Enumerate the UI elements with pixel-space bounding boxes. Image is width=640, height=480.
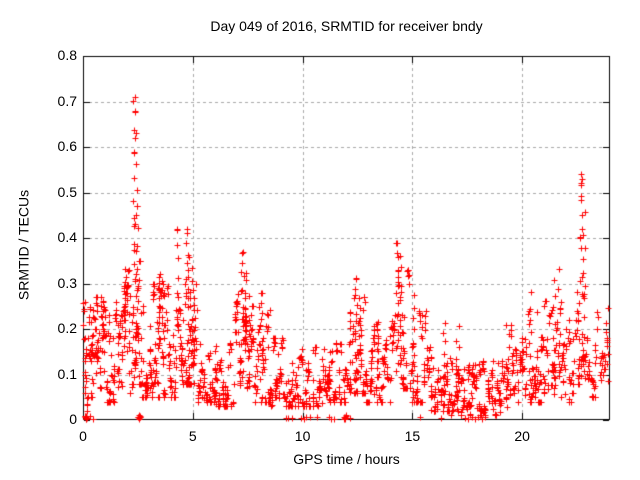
- y-tick-label: 0.2: [57, 320, 77, 336]
- y-tick-label: 0.7: [57, 92, 77, 109]
- x-axis-label: GPS time / hours: [293, 451, 400, 467]
- y-tick-label: 0.3: [57, 274, 77, 291]
- y-tick-label: 0.8: [57, 47, 77, 63]
- x-tick-label: 10: [294, 428, 311, 444]
- x-tick-label: 20: [514, 428, 530, 444]
- chart-title: Day 049 of 2016, SRMTID for receiver bnd…: [210, 18, 483, 34]
- y-tick-label: 0.5: [57, 183, 77, 200]
- x-tick-label: 0: [79, 428, 87, 444]
- y-tick-label: 0.4: [57, 229, 77, 245]
- x-tick-label: 5: [188, 428, 197, 444]
- x-tick-label: 15: [404, 428, 421, 444]
- y-tick-label: 0.1: [57, 365, 77, 382]
- y-tick-label: 0: [69, 411, 77, 427]
- y-tick-label: 0.6: [57, 138, 77, 154]
